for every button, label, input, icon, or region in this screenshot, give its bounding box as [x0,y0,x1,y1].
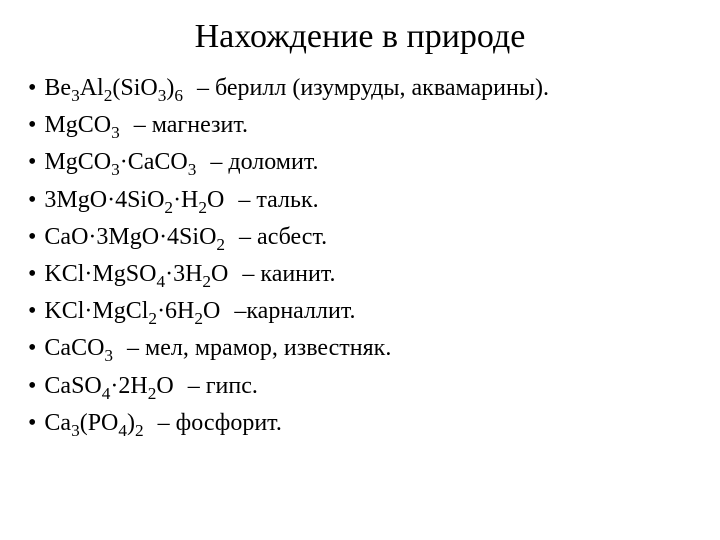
item-content: CaO·3MgO·4SiO2 – асбест. [44,219,327,256]
chemical-formula: MgCO3 [44,112,119,138]
list-item: •KCl·MgCl2·6H2O –карналлит. [28,293,692,330]
chemical-formula: 3MgO·4SiO2·H2O [44,187,224,213]
mineral-name: – каинит. [242,261,335,287]
bullet-icon: • [28,368,36,405]
item-content: KCl·MgSO4·3H2O – каинит. [44,256,335,293]
mineral-list: •Be3Al2(SiO3)6 – берилл (изумруды, аквам… [28,70,692,442]
list-item: •MgCO3·CaCO3 – доломит. [28,144,692,181]
bullet-icon: • [28,70,36,107]
mineral-name: – мел, мрамор, известняк. [127,335,391,361]
list-item: •3MgO·4SiO2·H2O – тальк. [28,182,692,219]
bullet-icon: • [28,256,36,293]
list-item: •KCl·MgSO4·3H2O – каинит. [28,256,692,293]
bullet-icon: • [28,144,36,181]
bullet-icon: • [28,182,36,219]
list-item: •CaSO4·2H2O – гипс. [28,368,692,405]
list-item: •CaCO3 – мел, мрамор, известняк. [28,330,692,367]
chemical-formula: Be3Al2(SiO3)6 [44,75,183,101]
chemical-formula: KCl·MgCl2·6H2O [44,298,220,324]
item-content: MgCO3 – магнезит. [44,107,248,144]
item-content: Ca3(PO4)2 – фосфорит. [44,405,281,442]
bullet-icon: • [28,293,36,330]
chemical-formula: MgCO3·CaCO3 [44,149,196,175]
bullet-icon: • [28,107,36,144]
item-content: Be3Al2(SiO3)6 – берилл (изумруды, аквама… [44,70,549,107]
mineral-name: – фосфорит. [158,410,282,436]
list-item: •MgCO3 – магнезит. [28,107,692,144]
chemical-formula: CaO·3MgO·4SiO2 [44,224,225,250]
bullet-icon: • [28,219,36,256]
chemical-formula: CaCO3 [44,335,113,361]
bullet-icon: • [28,405,36,442]
item-content: 3MgO·4SiO2·H2O – тальк. [44,182,318,219]
item-content: MgCO3·CaCO3 – доломит. [44,144,318,181]
item-content: CaSO4·2H2O – гипс. [44,368,257,405]
page-title: Нахождение в природе [28,18,692,56]
item-content: CaCO3 – мел, мрамор, известняк. [44,330,391,367]
mineral-name: – доломит. [210,149,318,175]
chemical-formula: Ca3(PO4)2 [44,410,143,436]
chemical-formula: CaSO4·2H2O [44,373,173,399]
mineral-name: – магнезит. [134,112,248,138]
mineral-name: – асбест. [239,224,327,250]
bullet-icon: • [28,330,36,367]
list-item: •Ca3(PO4)2 – фосфорит. [28,405,692,442]
list-item: •Be3Al2(SiO3)6 – берилл (изумруды, аквам… [28,70,692,107]
list-item: •CaO·3MgO·4SiO2 – асбест. [28,219,692,256]
chemical-formula: KCl·MgSO4·3H2O [44,261,228,287]
item-content: KCl·MgCl2·6H2O –карналлит. [44,293,355,330]
mineral-name: – берилл (изумруды, аквамарины). [197,75,549,101]
mineral-name: – тальк. [238,187,318,213]
mineral-name: – гипс. [188,373,258,399]
mineral-name: –карналлит. [234,298,355,324]
